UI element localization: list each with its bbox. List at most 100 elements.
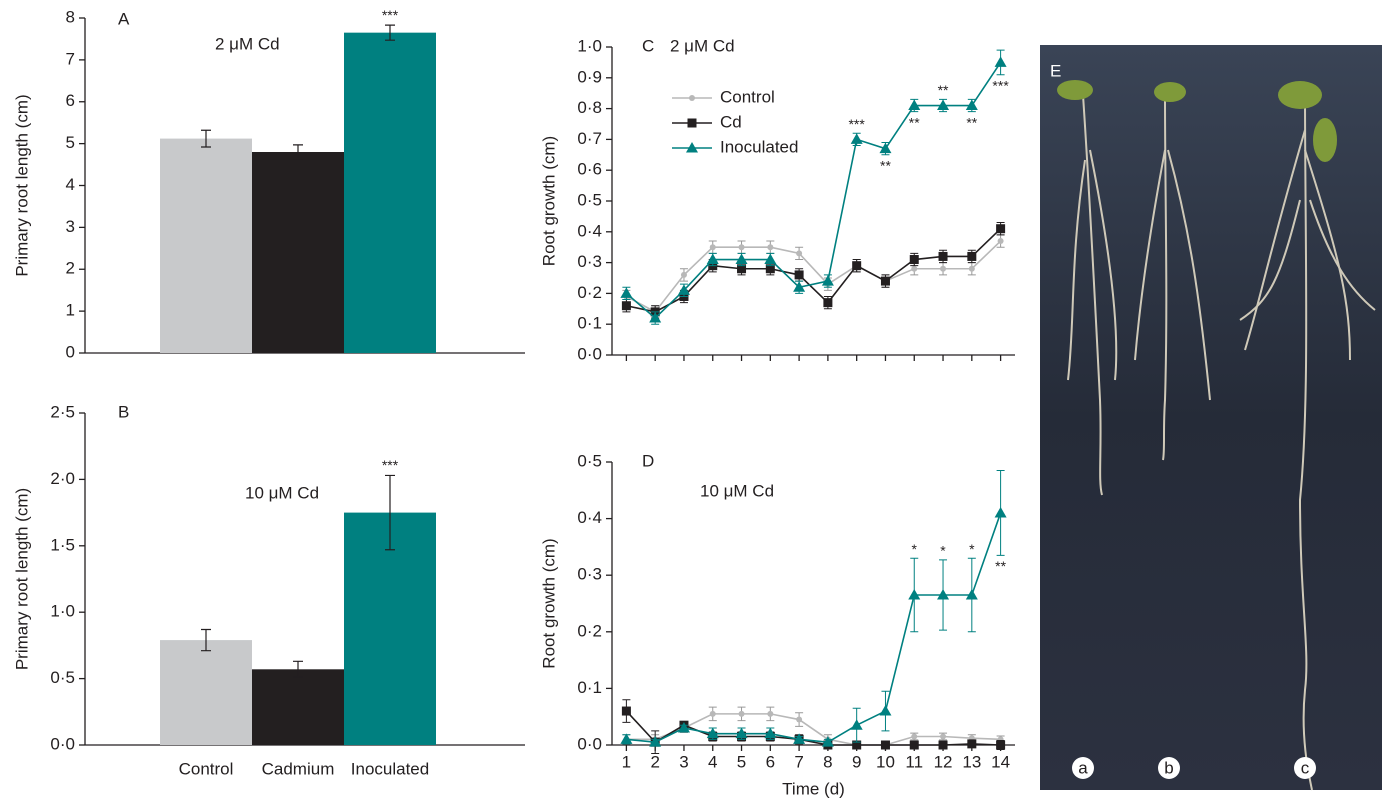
marker xyxy=(709,710,716,717)
marker xyxy=(908,589,921,600)
subtitle: 10 μM Cd xyxy=(245,483,319,502)
y-tick-label: 1 xyxy=(66,301,75,320)
panel-label: E xyxy=(1050,61,1061,80)
panel-label: B xyxy=(118,402,129,421)
marker xyxy=(909,255,919,265)
significance: * xyxy=(969,541,975,557)
marker xyxy=(680,271,687,278)
series-line xyxy=(626,240,1002,313)
label-badge xyxy=(1158,757,1180,779)
marker xyxy=(706,253,719,265)
y-tick-label: 0·7 xyxy=(577,129,602,148)
error-bar xyxy=(385,474,395,551)
x-tick-label: 12 xyxy=(934,752,953,771)
error-bar xyxy=(293,144,303,160)
label-badge xyxy=(1294,757,1316,779)
series-line xyxy=(626,713,1001,746)
y-tick-label: 0·1 xyxy=(577,314,602,333)
significance: * xyxy=(940,543,946,559)
y-tick-label: 1·5 xyxy=(50,535,75,554)
series-line xyxy=(626,228,1002,313)
marker xyxy=(821,275,834,286)
marker xyxy=(620,733,633,744)
error-bar xyxy=(293,660,303,678)
y-tick-label: 1·0 xyxy=(577,36,602,55)
y-tick-label: 6 xyxy=(66,91,75,110)
x-tick-label: 6 xyxy=(766,752,775,771)
x-tick-label: 4 xyxy=(708,752,717,771)
x-tick-label: 8 xyxy=(823,752,832,771)
x-tick-label: 5 xyxy=(737,752,746,771)
panel-label: C xyxy=(642,36,654,55)
marker xyxy=(908,99,921,111)
significance: *** xyxy=(382,7,399,23)
bar xyxy=(252,152,344,353)
y-tick-label: 0·0 xyxy=(577,344,602,363)
marker xyxy=(767,710,774,717)
y-tick-label: 7 xyxy=(66,49,75,68)
y-tick-label: 1·0 xyxy=(50,602,75,621)
significance: ** xyxy=(995,558,1006,574)
significance: *** xyxy=(848,116,865,132)
x-tick-label: 10 xyxy=(876,752,895,771)
significance: ** xyxy=(909,114,920,130)
photo-labels: a b c xyxy=(1072,757,1316,779)
photo-label: c xyxy=(1301,758,1310,777)
legend-label: Control xyxy=(720,87,775,106)
marker xyxy=(938,251,948,261)
marker xyxy=(911,733,918,740)
series-line xyxy=(625,710,1001,746)
error-bar xyxy=(385,24,395,41)
marker xyxy=(879,705,892,716)
marker xyxy=(940,265,947,272)
marker xyxy=(737,264,747,274)
marker xyxy=(621,301,631,311)
y-tick-label: 0 xyxy=(66,342,75,361)
y-tick-label: 3 xyxy=(66,217,75,236)
y-tick-label: 0·1 xyxy=(577,678,602,697)
marker xyxy=(911,265,918,272)
marker xyxy=(940,733,947,740)
marker xyxy=(764,727,777,739)
marker xyxy=(621,706,631,716)
error-bar xyxy=(201,129,211,148)
roots xyxy=(1067,89,1376,791)
bar xyxy=(160,138,252,353)
bar xyxy=(344,32,436,353)
marker xyxy=(649,736,662,747)
significance: ** xyxy=(966,114,977,130)
subtitle: 2 μM Cd xyxy=(215,34,280,53)
legend-label: Inoculated xyxy=(720,137,798,156)
x-tick-label: 3 xyxy=(679,752,688,771)
y-axis-title: Primary root length (cm) xyxy=(12,488,31,670)
leaves xyxy=(1057,80,1337,162)
y-tick-label: 5 xyxy=(66,133,75,152)
y-axis-title: Primary root length (cm) xyxy=(12,94,31,276)
marker xyxy=(709,244,716,251)
x-tick-label: 7 xyxy=(794,752,803,771)
bar xyxy=(344,512,436,745)
y-tick-label: 2·5 xyxy=(50,402,75,421)
marker xyxy=(738,710,745,717)
marker xyxy=(967,251,977,261)
x-tick-label: 11 xyxy=(905,752,923,771)
marker xyxy=(852,740,862,750)
x-axis-title: Time (d) xyxy=(782,779,845,798)
y-tick-label: 0·9 xyxy=(577,67,602,86)
marker xyxy=(764,253,777,265)
significance: *** xyxy=(382,457,399,473)
marker xyxy=(793,281,806,292)
subtitle: 2 μM Cd xyxy=(670,36,735,55)
marker xyxy=(852,261,862,271)
y-tick-label: 0·4 xyxy=(577,508,602,527)
x-tick-label: Cadmium xyxy=(262,759,335,778)
marker xyxy=(796,250,803,257)
y-tick-label: 0·3 xyxy=(577,565,602,584)
marker xyxy=(880,740,890,750)
y-axis-title: Root growth (cm) xyxy=(539,136,558,266)
marker xyxy=(706,727,719,739)
marker xyxy=(996,224,1006,234)
panel-label: D xyxy=(642,451,654,470)
y-tick-label: 0·5 xyxy=(577,190,602,209)
photo-label: a xyxy=(1078,758,1088,777)
